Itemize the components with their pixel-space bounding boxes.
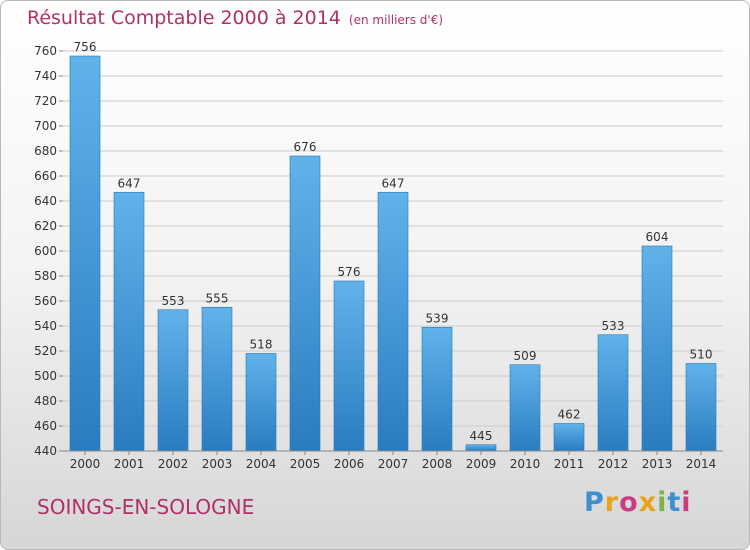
x-tick-label-2010: 2010 [510,457,541,471]
x-tick-label-2008: 2008 [422,457,453,471]
bar-2014 [685,363,717,452]
value-labels: 756 647 553 555 518 676 576 647 539 445 509 462 533 6… [74,40,713,443]
bars [69,55,717,452]
value-label-2005: 676 [294,140,317,154]
y-tick-label: 440 [34,444,57,458]
value-label-2003: 555 [206,291,229,305]
bar-2003 [201,306,233,452]
y-tick-label: 500 [34,369,57,383]
value-label-2011: 462 [558,408,581,422]
y-tick-label: 700 [34,119,57,133]
value-label-2008: 539 [426,311,449,325]
value-label-2012: 533 [602,319,625,333]
bar-2011 [553,423,585,452]
x-tick-label-2007: 2007 [378,457,409,471]
x-tick-label-2003: 2003 [202,457,233,471]
y-tick-label: 560 [34,294,57,308]
value-label-2006: 576 [338,265,361,279]
y-tick-label: 660 [34,169,57,183]
bar-2008 [421,326,453,452]
value-label-2009: 445 [470,429,493,443]
x-tick-label-2012: 2012 [598,457,629,471]
y-tick-label: 680 [34,144,57,158]
commune-name: SOINGS-EN-SOLOGNE [37,495,255,519]
x-tick-label-2013: 2013 [642,457,673,471]
y-tick-label: 620 [34,219,57,233]
bar-2012 [597,334,629,452]
bar-2013 [641,245,673,452]
bar-2002 [157,309,189,452]
bar-2007 [377,191,409,452]
bar-2006 [333,280,365,452]
value-label-2000: 756 [74,40,97,54]
value-label-2001: 647 [118,176,141,190]
y-tick-label: 520 [34,344,57,358]
value-label-2014: 510 [690,348,713,362]
proxiti-logo: Proxiti [584,487,692,518]
x-axis-ticks: 2000 2001 2002 2003 2004 2005 2006 2007 2008 2009… [70,451,717,471]
value-label-2002: 553 [162,294,185,308]
x-tick-label-2004: 2004 [246,457,277,471]
y-tick-label: 740 [34,69,57,83]
y-tick-label: 720 [34,94,57,108]
value-label-2007: 647 [382,176,405,190]
y-tick-label: 760 [34,44,57,58]
x-tick-label-2000: 2000 [70,457,101,471]
value-label-2013: 604 [646,230,669,244]
x-tick-label-2009: 2009 [466,457,497,471]
y-axis-ticks: 440 460 480 500 520 540 560 580 600 620 640 660 680 7… [34,44,63,458]
value-label-2010: 509 [514,349,537,363]
chart-title: Résultat Comptable 2000 à 2014 (en millie… [27,7,443,29]
x-tick-label-2006: 2006 [334,457,365,471]
x-tick-label-2011: 2011 [554,457,585,471]
bar-2009 [465,444,497,452]
y-tick-label: 580 [34,269,57,283]
bar-2010 [509,364,541,452]
bar-2005 [289,155,321,452]
x-tick-label-2014: 2014 [686,457,717,471]
bar-2004 [245,353,277,452]
chart-title-main: Résultat Comptable 2000 à 2014 [27,7,341,29]
y-tick-label: 540 [34,319,57,333]
y-tick-label: 480 [34,394,57,408]
y-tick-label: 600 [34,244,57,258]
x-tick-label-2001: 2001 [114,457,145,471]
chart-title-unit: (en milliers d'€) [348,13,444,27]
y-tick-label: 640 [34,194,57,208]
value-label-2004: 518 [250,338,273,352]
x-tick-label-2002: 2002 [158,457,189,471]
x-tick-label-2005: 2005 [290,457,321,471]
y-tick-label: 460 [34,419,57,433]
bar-2000 [69,55,101,452]
bar-2001 [113,191,145,452]
